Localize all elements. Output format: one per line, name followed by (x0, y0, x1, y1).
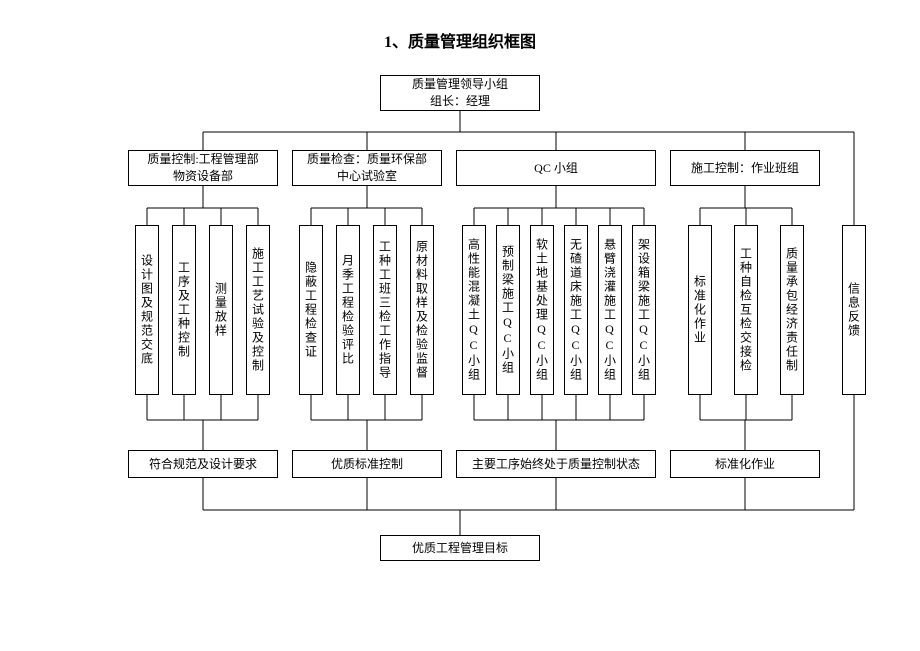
connector-lines (0, 0, 920, 651)
